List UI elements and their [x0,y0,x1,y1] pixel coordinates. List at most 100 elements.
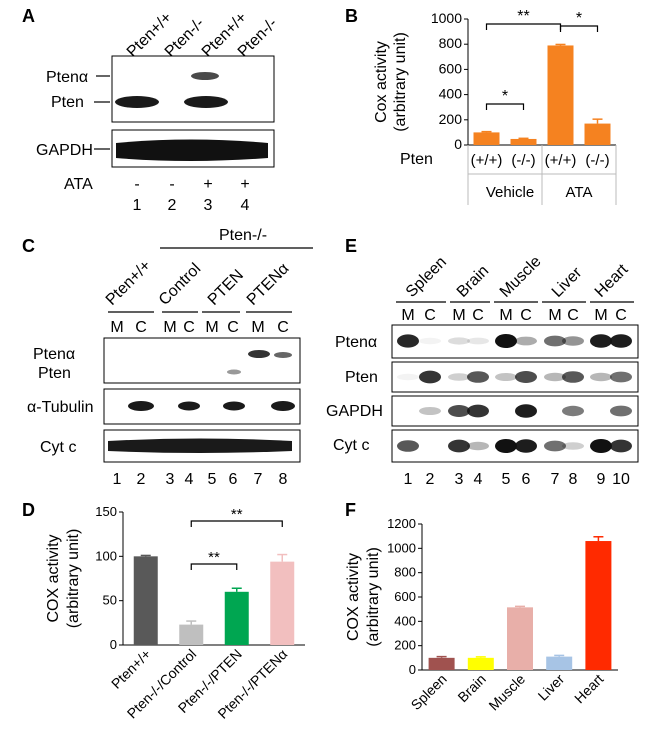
blot-band [419,370,441,384]
blot-band [544,440,566,452]
bar [428,657,455,670]
panel-a-band-ptenalpha [191,72,219,80]
panel-c-lane-num-7: 7 [254,471,263,488]
blot-band [515,336,537,346]
blot-band [610,371,632,383]
y-axis-label: (arbitrary unit) [65,529,82,629]
panel-c-label-cytc: Cyt c [40,439,76,456]
blot-band [448,373,470,381]
y-tick-label: 0 [110,637,117,652]
blot-band [397,334,419,348]
bar [585,541,612,670]
panel-c-fraction-4: C [183,319,195,336]
blot-band [397,373,419,381]
panel-e-lane-num-1: 1 [404,471,413,488]
panel-c-lane-header-4: PTENα [244,260,293,309]
bar [547,45,574,145]
y-tick-label: 1000 [431,10,462,26]
blot-band [544,372,566,382]
y-tick-label: 200 [439,111,463,127]
significance-bracket [559,25,599,32]
panel-e-lane-num-2: 2 [426,471,435,488]
blot-band [419,337,441,345]
blot-band [448,337,470,345]
significance-bracket [485,103,525,110]
blot-band [467,337,489,345]
y-axis-label: COX activity [345,553,362,641]
y-tick-label: 150 [95,504,117,519]
y-tick-label: 0 [409,662,416,677]
panel-f-letter: F [345,500,356,520]
blot-band [544,335,566,347]
panel-e-lane-num-4: 4 [474,471,483,488]
panel-e-lane-num-9: 9 [597,471,606,488]
panel-a-sign-1: - [134,176,139,193]
panel-c-lane-num-1: 1 [113,471,122,488]
y-axis-label: (arbitrary unit) [392,32,409,132]
panel-c-band-ptenalpha-7 [248,350,270,358]
panel-e-fraction-6: C [520,307,532,324]
panel-c-band-tubulin [128,401,154,411]
panel-d: D 0 50 100 150 COX activity (arbitrary unit) *… [22,500,305,722]
category-label: (+/+) [545,152,577,169]
blot-band [562,336,584,346]
panel-e-fraction-4: C [472,307,484,324]
significance-label: * [502,88,508,105]
panel-b: B 0 200 400 600 800 1000 Cox activity (arbitrar… [345,6,617,205]
panel-a-label-gapdh: GAPDH [36,142,93,159]
group-label: Vehicle [486,184,534,201]
blot-band [448,405,470,417]
panel-e-label-cytc: Cyt c [333,437,369,454]
panel-e-fraction-2: C [424,307,436,324]
blot-band [590,372,612,382]
panel-c-lane-num-4: 4 [185,471,194,488]
panel-e-fraction-1: M [401,307,414,324]
y-tick-label: 400 [439,86,463,102]
significance-label: ** [231,506,243,523]
blot-band [448,439,470,453]
category-label: Heart [571,671,607,707]
panel-c-band-tubulin [178,401,200,411]
category-label: (-/-) [511,152,535,169]
panel-e-label-ptenalpha: Ptenα [335,334,377,351]
panel-a-sign-2: - [169,176,174,193]
panel-e-label-gapdh: GAPDH [326,403,383,420]
panel-e-lane-num-5: 5 [502,471,511,488]
panel-c-group-header: Pten-/- [219,227,267,244]
blot-band [610,334,632,348]
panel-e-tissue-header-3: Muscle [497,253,545,301]
panel-e-lane-num-10: 10 [612,471,630,488]
blot-band [590,334,612,348]
y-tick-label: 1200 [387,516,416,531]
panel-d-letter: D [22,500,35,520]
panel-a-sign-3: + [203,176,212,193]
bar [133,556,158,645]
panel-c-band-pten-6 [227,369,241,375]
category-label: Brain [454,671,488,705]
blot-band [610,405,632,417]
panel-c-fraction-2: C [135,319,147,336]
panel-c-blot-pten [103,337,301,384]
panel-e-label-pten: Pten [345,369,378,386]
panel-a-lane-num-4: 4 [241,197,250,214]
panel-a-band-pten-1 [115,96,159,108]
y-tick-label: 100 [95,548,117,563]
blot-band [397,440,419,452]
blot-band [562,442,584,450]
y-tick-label: 600 [394,589,416,604]
bar [224,591,249,645]
panel-a-blot-pten [111,55,275,123]
blot-band [590,439,612,453]
panel-a-letter: A [22,6,35,26]
panel-e-tissue-header-1: Spleen [403,254,450,301]
panel-c-lane-num-8: 8 [279,471,288,488]
panel-c-fraction-3: M [163,319,176,336]
blot-band [495,373,517,381]
panel-c-label-ptenalpha: Ptenα [33,346,75,363]
y-axis-label: (arbitrary unit) [365,547,382,647]
panel-d-chart: 0 50 100 150 COX activity (arbitrary unit) ** *… [45,504,305,722]
y-tick-label: 400 [394,613,416,628]
blot-band [515,371,537,383]
panel-c-fraction-5: M [205,319,218,336]
panel-c-label-pten: Pten [38,365,71,382]
